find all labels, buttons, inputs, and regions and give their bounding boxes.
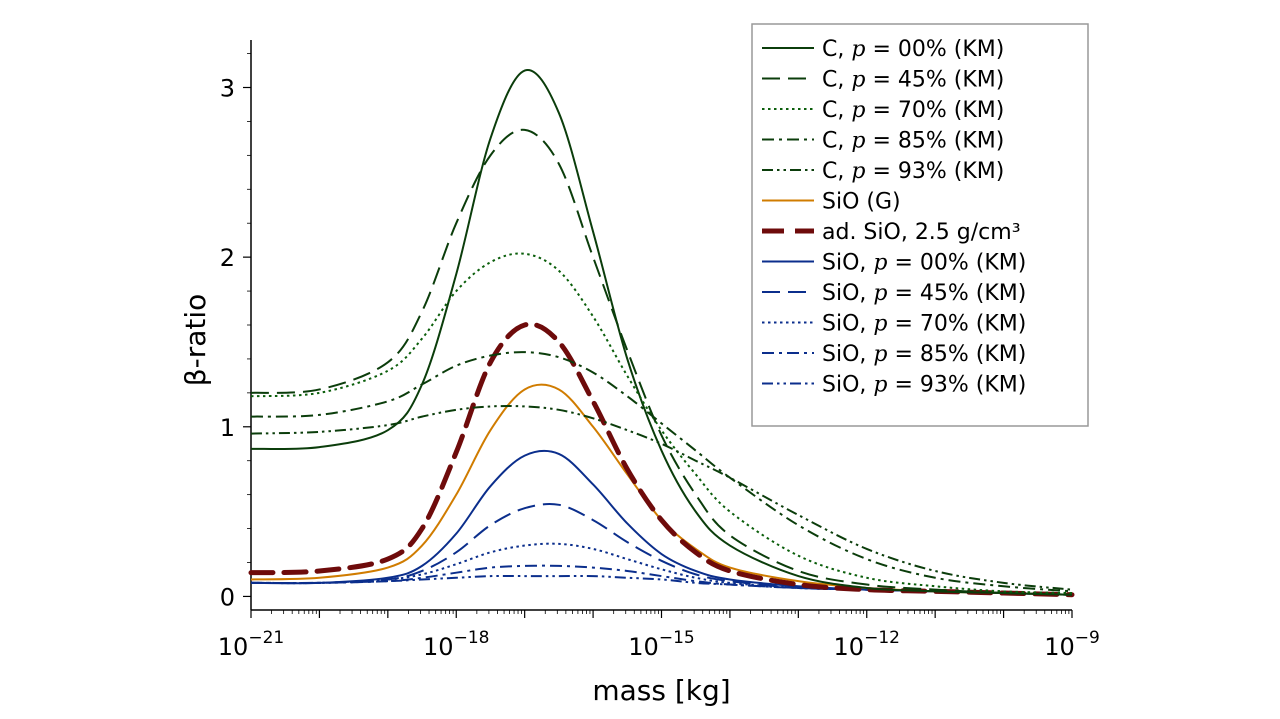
x-tick-label: 10−21 (218, 628, 284, 661)
legend-label: SiO, p = 93% (KM) (822, 373, 1026, 398)
legend-label: C, p = 93% (KM) (822, 159, 1004, 184)
legend-label: C, p = 45% (KM) (822, 68, 1004, 93)
legend-label: C, p = 00% (KM) (822, 37, 1004, 62)
legend-label: C, p = 70% (KM) (822, 98, 1004, 123)
x-tick-exponent: −9 (1075, 628, 1100, 648)
legend-label: SiO, p = 45% (KM) (822, 281, 1026, 306)
series-line-5 (250, 405, 1073, 591)
x-tick-exponent: −21 (248, 628, 284, 648)
y-tick-label: 3 (220, 75, 235, 103)
x-tick-base: 10 (1044, 633, 1075, 661)
series-line-2 (250, 128, 1073, 596)
y-axis-title: β-ratio (179, 294, 212, 387)
legend-label: SiO, p = 85% (KM) (822, 342, 1026, 367)
series-line-9 (250, 503, 1073, 596)
x-tick-label: 10−15 (628, 628, 694, 661)
series-line-7 (248, 321, 1075, 598)
y-tick-label: 1 (220, 414, 235, 442)
x-tick-base: 10 (423, 633, 454, 661)
x-tick-base: 10 (218, 633, 249, 661)
legend-label: SiO, p = 70% (KM) (822, 312, 1026, 337)
x-tick-exponent: −12 (864, 628, 900, 648)
legend-frame (751, 23, 1089, 427)
x-tick-base: 10 (834, 633, 865, 661)
series-line-10 (250, 542, 1073, 596)
x-tick-label: 10−18 (423, 628, 489, 661)
x-tick-label: 10−9 (1044, 628, 1100, 661)
legend-label: ad. SiO, 2.5 g/cm³ (822, 220, 1021, 245)
x-tick-base: 10 (628, 633, 659, 661)
legend-label: SiO, p = 00% (KM) (822, 251, 1026, 276)
x-axis-title: mass [kg] (592, 674, 730, 707)
x-tick-exponent: −15 (659, 628, 695, 648)
y-tick-label: 0 (220, 583, 235, 611)
series-line-12 (250, 574, 1073, 596)
y-tick-label: 2 (220, 244, 235, 272)
series-line-4 (250, 351, 1073, 593)
legend-label: SiO (G) (822, 190, 901, 215)
legend-label: C, p = 85% (KM) (822, 129, 1004, 154)
series-line-3 (250, 252, 1073, 595)
series-lines (248, 69, 1075, 598)
x-tick-exponent: −18 (454, 628, 490, 648)
legend: C, p = 00% (KM) C, p = 45% (KM) C, p = 70%… (751, 23, 1089, 427)
x-tick-label: 10−12 (834, 628, 900, 661)
